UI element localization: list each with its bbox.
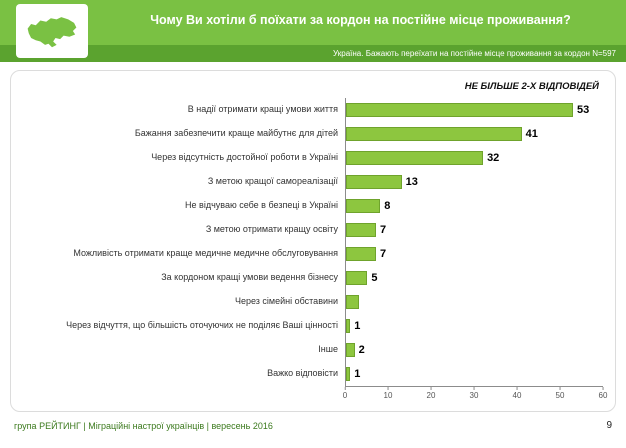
bar: [346, 175, 402, 189]
x-tick-label: 60: [599, 387, 607, 400]
bar-track: 41: [345, 122, 603, 146]
bar: [346, 319, 351, 333]
value-label: 41: [525, 128, 538, 140]
footer-text: група РЕЙТИНГ | Міграційні настрої украї…: [14, 420, 273, 431]
value-label: 13: [405, 176, 418, 188]
bar-track: 8: [345, 194, 603, 218]
bar-track: 1: [345, 314, 603, 338]
chart-row: Не відчуваю себе в безпеці в Україні 8: [19, 194, 603, 218]
x-tick-label: 0: [343, 387, 347, 400]
bar-track: [345, 290, 603, 314]
bar-track: 5: [345, 266, 603, 290]
value-label: 5: [371, 272, 378, 284]
category-label: Не відчуваю себе в безпеці в Україні: [185, 200, 338, 211]
bar: [346, 271, 368, 285]
chart-row: Бажання забезпечити краще майбутнє для д…: [19, 122, 603, 146]
chart-row: З метою отримати кращу освіту 7: [19, 218, 603, 242]
bar-track: 7: [345, 218, 603, 242]
value-label: 7: [379, 248, 387, 260]
category-label: Через відсутність достойної роботи в Укр…: [151, 152, 338, 163]
category-label: Важко відповісти: [267, 368, 338, 379]
chart-row: Через відсутність достойної роботи в Укр…: [19, 146, 603, 170]
chart-panel: НЕ БІЛЬШЕ 2-Х ВІДПОВІДЕЙ В надії отримат…: [10, 70, 616, 412]
value-label: 53: [577, 104, 590, 116]
bar: [346, 151, 484, 165]
bar: [346, 295, 359, 309]
bar: [346, 199, 381, 213]
category-label: Можливість отримати краще медичне медичн…: [73, 248, 338, 259]
x-tick-label: 30: [470, 387, 478, 400]
bar: [346, 223, 376, 237]
value-label: 32: [487, 152, 500, 164]
category-label: Інше: [318, 344, 338, 355]
bar-track: 7: [345, 242, 603, 266]
category-label: Через відчуття, що більшість оточуючих н…: [66, 320, 338, 331]
bar-track: 13: [345, 170, 603, 194]
chart-row: Інше 2: [19, 338, 603, 362]
value-label: 8: [384, 200, 391, 212]
value-label: 1: [354, 320, 361, 332]
x-tick-label: 50: [556, 387, 564, 400]
category-label: З метою кращої самореалізації: [207, 176, 338, 187]
value-label: 7: [379, 224, 387, 236]
chart-row: За кордоном кращі умови ведення бізнесу 5: [19, 266, 603, 290]
bar-track: 1: [345, 362, 603, 386]
bar: [346, 103, 574, 117]
bar-track: 53: [345, 98, 603, 122]
chart-row: Через сімейні обставини: [19, 290, 603, 314]
chart-rows: В надії отримати кращі умови життя 53 Бажа…: [19, 98, 603, 386]
category-label: За кордоном кращі умови ведення бізнесу: [161, 272, 338, 283]
bar: [346, 127, 522, 141]
x-tick-label: 20: [427, 387, 435, 400]
slide-footer: група РЕЙТИНГ | Міграційні настрої украї…: [0, 412, 626, 431]
value-label: 2: [358, 344, 365, 356]
bar: [346, 367, 351, 381]
chart-note: НЕ БІЛЬШЕ 2-Х ВІДПОВІДЕЙ: [464, 81, 599, 92]
chart-row: Через відчуття, що більшість оточуючих н…: [19, 314, 603, 338]
bar-track: 2: [345, 338, 603, 362]
bar: [346, 343, 355, 357]
bar-chart: В надії отримати кращі умови життя 53 Бажа…: [19, 98, 607, 405]
ukraine-map-shape: [27, 17, 77, 48]
subtitle: Україна. Бажають переїхати на постійне м…: [0, 45, 626, 62]
page-number: 9: [606, 420, 612, 431]
x-tick-label: 10: [384, 387, 392, 400]
chart-row: З метою кращої самореалізації 13: [19, 170, 603, 194]
x-axis: 0 10 20 30 40 50 60: [343, 386, 607, 405]
page-title: Чому Ви хотіли б поїхати за кордон на по…: [150, 13, 571, 27]
category-label: Через сімейні обставини: [234, 296, 338, 307]
category-label: З метою отримати кращу освіту: [205, 224, 338, 235]
chart-row: В надії отримати кращі умови життя 53: [19, 98, 603, 122]
slide-header: Чому Ви хотіли б поїхати за кордон на по…: [0, 0, 626, 62]
bar-track: 32: [345, 146, 603, 170]
ukraine-map-icon: [16, 4, 88, 58]
bar: [346, 247, 376, 261]
chart-row: Важко відповісти 1: [19, 362, 603, 386]
category-label: Бажання забезпечити краще майбутнє для д…: [134, 128, 338, 139]
chart-row: Можливість отримати краще медичне медичн…: [19, 242, 603, 266]
category-label: В надії отримати кращі умови життя: [187, 104, 338, 115]
x-tick-label: 40: [513, 387, 521, 400]
value-label: 1: [354, 368, 361, 380]
